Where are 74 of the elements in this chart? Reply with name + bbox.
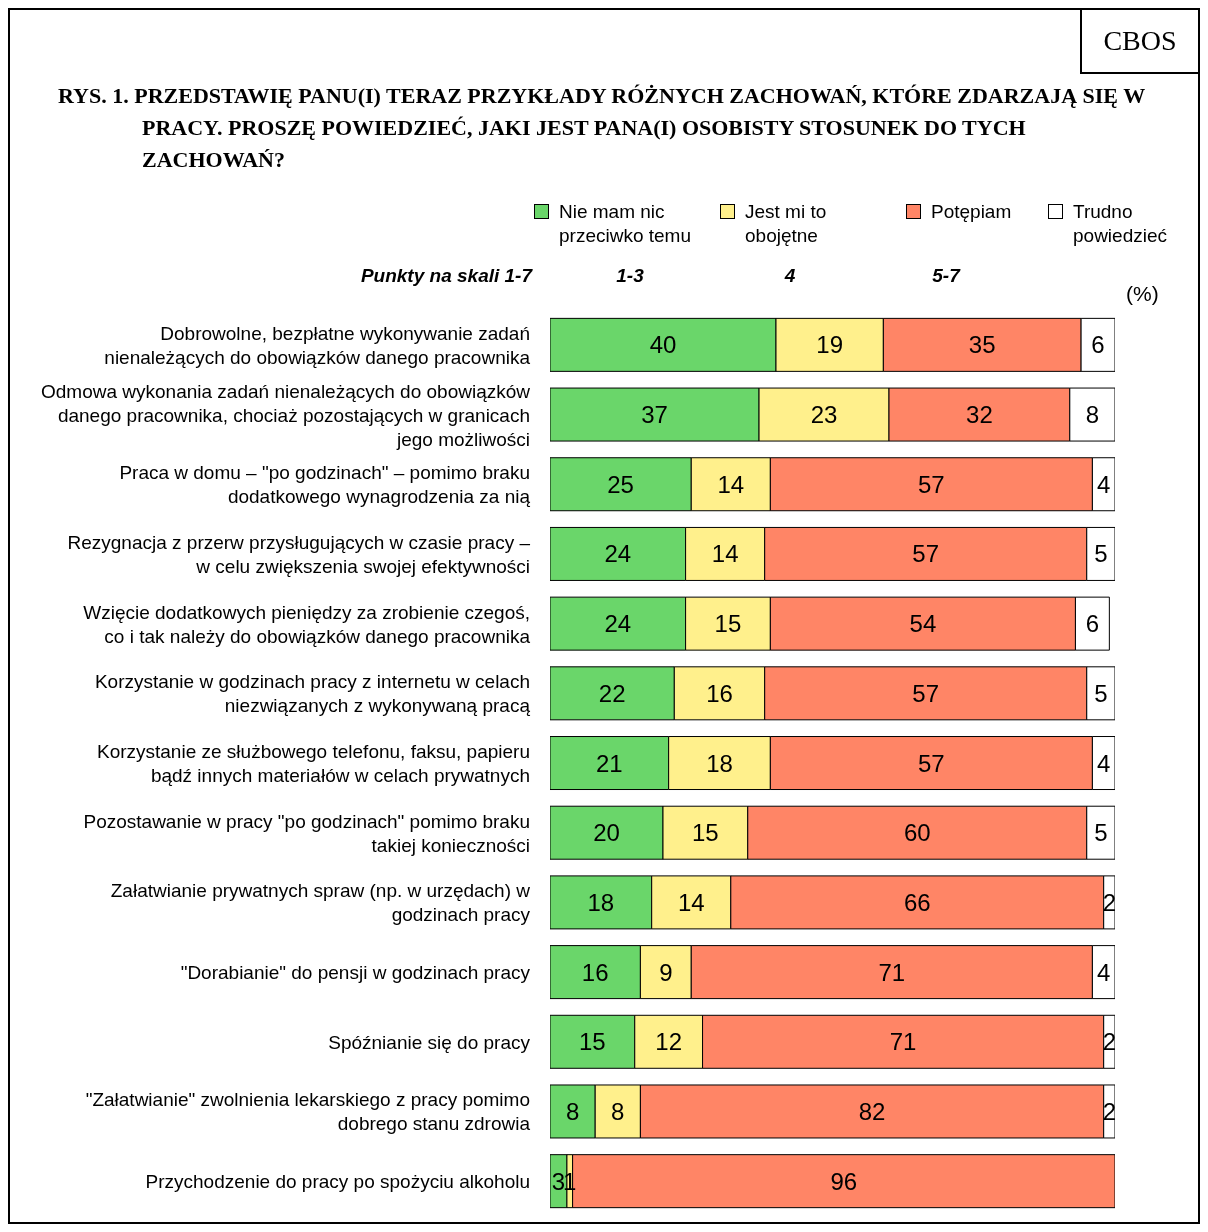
y-tick-label: "Dorabianie" do pensji w godzinach pracy xyxy=(180,961,531,983)
data-label: 71 xyxy=(878,958,906,986)
y-tick-label: Dobrowolne, bezpłatne wykonywanie zadań nienależących do obowiązków danego pracownika xyxy=(104,322,531,368)
data-label: 18 xyxy=(706,749,733,777)
y-tick-label: Praca w domu – "po godzinach" – pomimo braku dodatkowego wynagrodzenia za nią xyxy=(119,461,531,507)
y-tick-label: Wzięcie dodatkowych pieniędzy za zrobienie czegoś, co i tak należy do obowiązków danego pracownika xyxy=(83,601,531,647)
text: 1-3 xyxy=(615,265,645,287)
data-label: 24 xyxy=(604,610,632,638)
data-label: 96 xyxy=(830,1167,858,1195)
data-label: 18 xyxy=(587,888,615,916)
data-label: 2 xyxy=(1102,1098,1117,1125)
data-label: 8 xyxy=(565,1098,580,1125)
data-label: 4 xyxy=(1097,470,1111,498)
data-label: 14 xyxy=(717,470,745,498)
data-label: 57 xyxy=(918,749,945,777)
data-label: 15 xyxy=(692,819,719,847)
data-label: 9 xyxy=(659,958,673,986)
data-label: 2 xyxy=(1102,1028,1117,1056)
data-label: 6 xyxy=(1091,331,1105,359)
data-label: 21 xyxy=(595,749,623,777)
legend-label: Potępiam xyxy=(931,200,1013,224)
legend-label: Jest mi to obojętne xyxy=(745,200,828,248)
y-tick-label: Załatwianie prywatnych spraw (np. w urzędach) w godzinach pracy xyxy=(110,879,531,925)
data-label: 8 xyxy=(1085,401,1100,429)
text: 4 xyxy=(783,265,797,287)
y-tick-label: Pozostawanie w pracy "po godzinach" pomimo braku takiej konieczności xyxy=(83,810,530,856)
data-label: 32 xyxy=(966,401,993,429)
data-label: 54 xyxy=(909,610,937,638)
legend-label: Nie mam nic przeciwko temu xyxy=(559,200,692,248)
chart-title: RYS. 1. PRZEDSTAWIĘ PANU(I) TERAZ PRZYKŁADY RÓŻNYCH ZACHOWAŃ, KTÓRE ZDARZAJĄ SIĘ W PRACY. PROSZĘ POWIEDZIEĆ, JAKI JEST PANA(I) OSOBISTY STOSUNEK DO TYCH ZACHOWAŃ? xyxy=(58,82,1146,174)
data-label: 23 xyxy=(810,401,838,429)
data-label: 19 xyxy=(816,331,844,359)
data-label: 25 xyxy=(607,470,634,498)
text: CBOS xyxy=(1080,8,1200,74)
data-label: 12 xyxy=(655,1028,682,1056)
data-label: 2 xyxy=(1102,888,1117,916)
data-label: 5 xyxy=(1094,679,1108,707)
y-tick-label: Korzystanie ze służbowego telefonu, faksu, papieru bądź innych materiałów w celach prywatnych xyxy=(96,740,530,786)
y-tick-label: "Załatwianie" zwolnienia lekarskiego z pracy pomimo dobrego stanu zdrowia xyxy=(85,1088,531,1134)
data-label: 35 xyxy=(968,331,996,359)
data-label: 5 xyxy=(1094,819,1108,847)
text: 5-7 xyxy=(931,265,962,287)
data-label: 71 xyxy=(889,1028,917,1056)
legend-label: Trudno powiedzieć xyxy=(1073,200,1168,248)
y-tick-label: Spóźnianie się do pracy xyxy=(328,1031,531,1053)
data-label: 5 xyxy=(1094,540,1108,568)
data-label: 57 xyxy=(918,470,945,498)
data-label: 60 xyxy=(903,819,931,847)
text: Punkty na skali 1-7 xyxy=(360,265,532,287)
data-label: 40 xyxy=(649,331,677,359)
data-label: 4 xyxy=(1097,958,1111,986)
data-label: 37 xyxy=(641,401,668,429)
data-label: 24 xyxy=(604,540,632,568)
data-label: 22 xyxy=(598,679,626,707)
data-label: 15 xyxy=(714,610,742,638)
data-label: 15 xyxy=(579,1028,606,1056)
data-label: 66 xyxy=(903,888,931,916)
data-label: 57 xyxy=(912,540,940,568)
data-label: 4 xyxy=(1097,749,1111,777)
data-label: 16 xyxy=(581,958,609,986)
data-label: 8 xyxy=(611,1098,625,1125)
data-label: 14 xyxy=(677,888,705,916)
y-tick-label: Korzystanie w godzinach pracy z internetu w celach niezwiązanych z wykonywaną pracą xyxy=(94,670,531,716)
y-tick-label: Rezygnacja z przerw przysługujących w czasie pracy – w celu zwiększenia swojej efektywności xyxy=(67,531,531,577)
data-label: 3 xyxy=(551,1167,566,1195)
data-label: 16 xyxy=(706,679,733,707)
data-label: 57 xyxy=(912,679,940,707)
data-label: 14 xyxy=(711,540,739,568)
text: (%) xyxy=(1126,282,1159,306)
y-tick-label: Przychodzenie do pracy po spożyciu alkoholu xyxy=(145,1170,530,1192)
data-label: 82 xyxy=(858,1098,886,1125)
data-label: 6 xyxy=(1085,610,1100,638)
y-tick-label: Odmowa wykonania zadań nienależących do obowiązków danego pracownika, chociaż pozostających w granicach jego możliwości xyxy=(40,380,531,450)
data-label: 20 xyxy=(593,819,620,847)
